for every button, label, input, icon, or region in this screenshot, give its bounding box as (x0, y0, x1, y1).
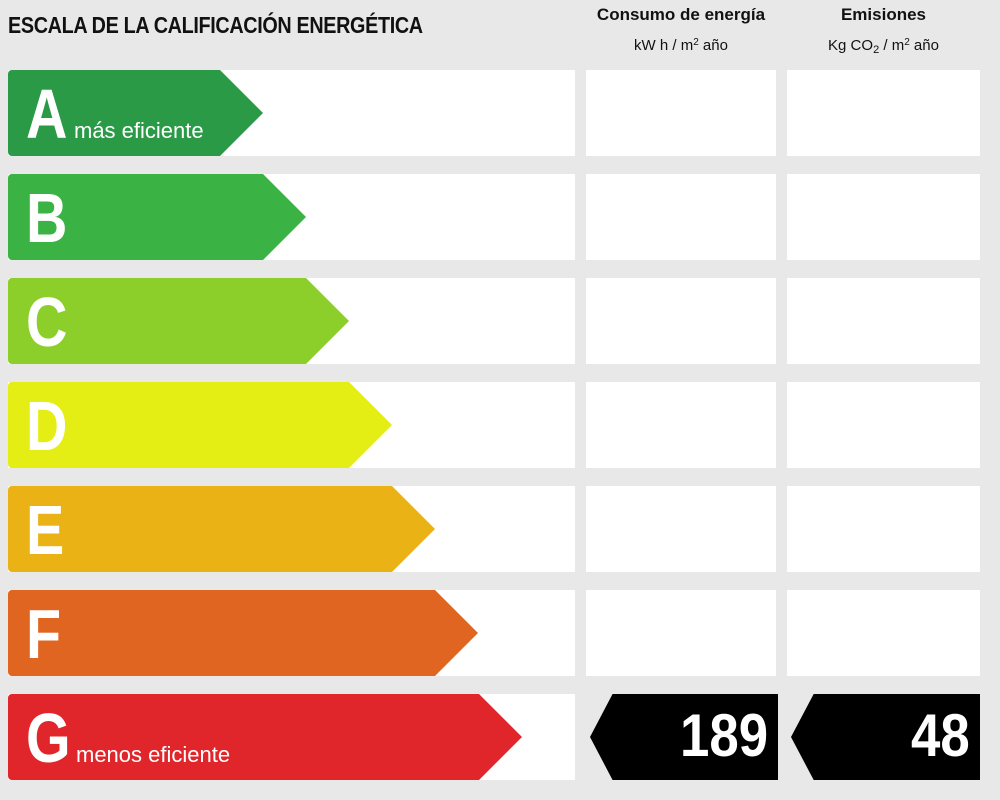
consumption-cell-a (586, 70, 776, 156)
emissions-cell-c (787, 278, 980, 364)
consumption-cell-c (586, 278, 776, 364)
emissions-column-label: Emisiones (840, 5, 927, 24)
rating-letter-g: G (26, 699, 71, 777)
emissions-column-header: Emisiones Kg CO2 / m2 año (787, 4, 980, 61)
rating-bar-f: F (8, 590, 478, 676)
rating-bar-b: B (8, 174, 306, 260)
consumption-column-header: Consumo de energía kW h / m2 año (586, 4, 776, 57)
page-title: ESCALA DE LA CALIFICACIÓN ENERGÉTICA (8, 12, 423, 38)
rating-bar-c: C (8, 278, 349, 364)
rating-letter-f: F (26, 595, 62, 673)
emissions-cell-f (787, 590, 980, 676)
rating-row-f: F (0, 590, 1000, 676)
rating-letter-c: C (26, 283, 68, 361)
consumption-value-tag: 189 (590, 694, 778, 780)
rating-row-d: D (0, 382, 1000, 468)
rating-row-e: E (0, 486, 1000, 572)
rating-letter-d: D (26, 387, 68, 465)
emissions-cell-a (787, 70, 980, 156)
rating-bar-d: D (8, 382, 392, 468)
emissions-cell-b (787, 174, 980, 260)
emissions-value-tag: 48 (791, 694, 980, 780)
consumption-cell-f (586, 590, 776, 676)
consumption-cell-e (586, 486, 776, 572)
consumption-column-label: Consumo de energía (596, 5, 766, 24)
consumption-value: 189 (679, 702, 768, 769)
rating-letter-a: A (26, 75, 68, 153)
rating-bar-e: E (8, 486, 435, 572)
rating-letter-b: B (26, 179, 68, 257)
rating-row-c: C (0, 278, 1000, 364)
consumption-cell-d (586, 382, 776, 468)
consumption-column-unit: kW h / m2 año (634, 37, 728, 54)
emissions-cell-e (787, 486, 980, 572)
emissions-value: 48 (911, 702, 970, 769)
emissions-cell-d (787, 382, 980, 468)
rating-row-b: B (0, 174, 1000, 260)
emissions-column-unit: Kg CO2 / m2 año (828, 37, 939, 56)
rating-note-a: más eficiente (74, 118, 204, 143)
consumption-cell-b (586, 174, 776, 260)
rating-note-g: menos eficiente (76, 742, 231, 767)
rating-letter-e: E (26, 491, 65, 569)
